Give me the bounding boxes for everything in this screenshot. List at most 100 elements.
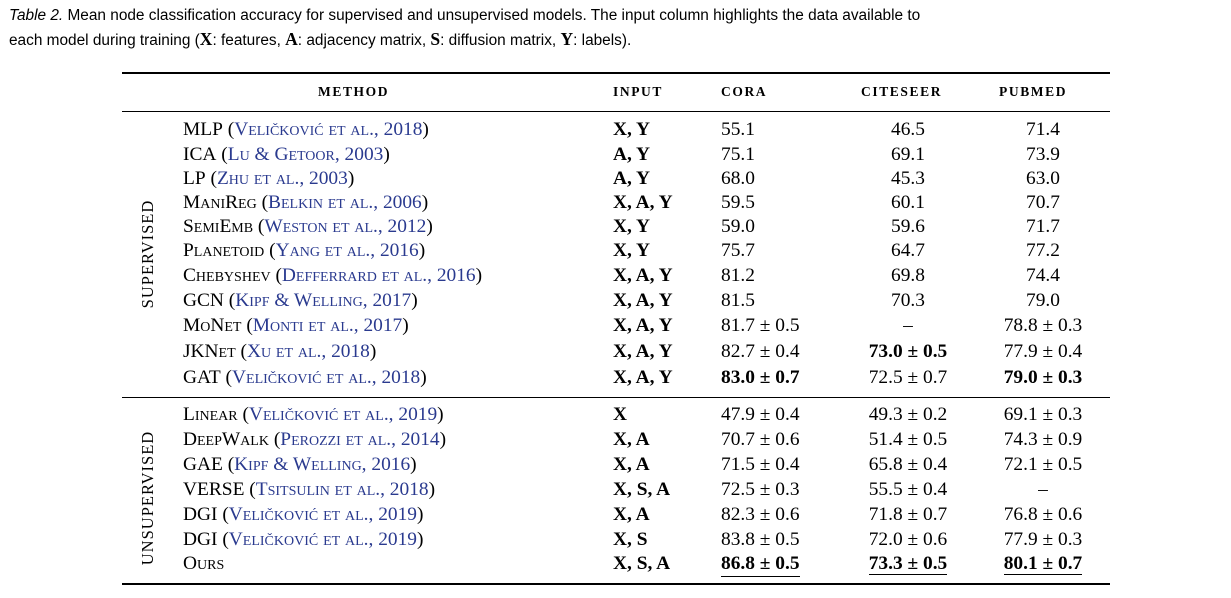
pubmed-cell: 71.7: [1026, 216, 1060, 237]
citeseer-cell: 59.6: [891, 216, 925, 237]
cora-cell-best: 83.0 ± 0.7: [721, 367, 800, 388]
method-cell: DGI (Veličković et al., 2019): [183, 504, 424, 525]
citeseer-cell: 45.3: [891, 168, 925, 189]
cora-cell: 75.7: [721, 240, 755, 261]
caption-text-1: Mean node classification accuracy for su…: [63, 7, 921, 24]
header-pubmed: PUBMED: [999, 84, 1068, 99]
pubmed-cell: 77.2: [1026, 240, 1060, 261]
input-cell: X, A, Y: [613, 367, 673, 388]
table-row: SemiEmb (Weston et al., 2012) X, Y 59.0 …: [0, 214, 1231, 239]
pubmed-cell: –: [1038, 479, 1048, 500]
table-row: GAE (Kipf & Welling, 2016) X, A 71.5 ± 0…: [0, 452, 1231, 477]
header-method: METHOD: [318, 84, 390, 99]
input-cell: X: [613, 404, 628, 425]
method-cell: GCN (Kipf & Welling, 2017): [183, 290, 418, 311]
pubmed-cell: 79.0: [1026, 290, 1060, 311]
pubmed-cell: 74.3 ± 0.9: [1003, 429, 1083, 450]
method-cell: Linear (Veličković et al., 2019): [183, 404, 444, 425]
citation-link[interactable]: Monti et al., 2017: [252, 315, 403, 336]
pubmed-cell-best: 80.1 ± 0.7: [1003, 553, 1083, 575]
table-row: ICA (Lu & Getoor, 2003) A, Y 75.1 69.1 7…: [0, 142, 1231, 167]
table-row: JKNet (Xu et al., 2018) X, A, Y 82.7 ± 0…: [0, 339, 1231, 364]
table-row: Linear (Veličković et al., 2019) X 47.9 …: [0, 402, 1231, 427]
pubmed-cell: 77.9 ± 0.4: [1003, 341, 1083, 362]
cora-cell: 72.5 ± 0.3: [721, 479, 800, 500]
top-rule: [122, 72, 1110, 74]
caption-label: Table 2.: [9, 7, 64, 24]
citation-link[interactable]: Lu & Getoor, 2003: [227, 144, 384, 165]
method-cell: DGI (Veličković et al., 2019): [183, 529, 424, 550]
cora-cell: 47.9 ± 0.4: [721, 404, 800, 425]
citation-link[interactable]: Xu et al., 2018: [246, 341, 370, 362]
caption-key-y: Y: [560, 29, 574, 49]
citeseer-cell: 55.5 ± 0.4: [868, 479, 948, 500]
method-cell: Planetoid (Yang et al., 2016): [183, 240, 426, 261]
citation-link[interactable]: Veličković et al., 2019: [228, 504, 418, 525]
pubmed-cell: 70.7: [1026, 192, 1060, 213]
method-cell: MLP (Veličković et al., 2018): [183, 119, 429, 140]
pubmed-cell: 73.9: [1026, 144, 1060, 165]
input-cell: X, S: [613, 529, 648, 550]
input-cell: X, Y: [613, 240, 650, 261]
table-row: Planetoid (Yang et al., 2016) X, Y 75.7 …: [0, 238, 1231, 263]
table-row: GAT (Veličković et al., 2018) X, A, Y 83…: [0, 365, 1231, 390]
input-cell: X, S, A: [613, 479, 671, 500]
pubmed-cell: 76.8 ± 0.6: [1003, 504, 1083, 525]
method-cell: LP (Zhu et al., 2003): [183, 168, 355, 189]
citation-link[interactable]: Weston et al., 2012: [264, 216, 427, 237]
citeseer-cell: 72.0 ± 0.6: [868, 529, 948, 550]
citation-link[interactable]: Kipf & Welling, 2016: [234, 454, 411, 475]
table-row: DGI (Veličković et al., 2019) X, A 82.3 …: [0, 502, 1231, 527]
cora-cell: 82.7 ± 0.4: [721, 341, 800, 362]
caption-key-a: A: [285, 29, 298, 49]
input-cell: X, A, Y: [613, 265, 673, 286]
citeseer-cell: 46.5: [891, 119, 925, 140]
citation-link[interactable]: Yang et al., 2016: [275, 240, 419, 261]
citeseer-cell: 71.8 ± 0.7: [868, 504, 948, 525]
cora-cell: 83.8 ± 0.5: [721, 529, 800, 550]
citation-link[interactable]: Zhu et al., 2003: [216, 168, 348, 189]
caption-line-1: Table 2. Mean node classification accura…: [0, 2, 1231, 27]
citation-link[interactable]: Veličković et al., 2019: [248, 404, 438, 425]
method-cell: MoNet (Monti et al., 2017): [183, 315, 409, 336]
cora-cell: 75.1: [721, 144, 755, 165]
bottom-rule: [122, 583, 1110, 585]
method-cell: Chebyshev (Defferrard et al., 2016): [183, 265, 483, 286]
cora-cell: 70.7 ± 0.6: [721, 429, 800, 450]
cora-cell: 55.1: [721, 119, 755, 140]
table-row: VERSE (Tsitsulin et al., 2018) X, S, A 7…: [0, 477, 1231, 502]
citation-link[interactable]: Veličković et al., 2018: [234, 119, 423, 140]
citeseer-cell: 51.4 ± 0.5: [868, 429, 948, 450]
caption-text-5: : diffusion matrix,: [440, 32, 561, 49]
input-cell: X, A, Y: [613, 341, 673, 362]
cora-cell: 59.5: [721, 192, 755, 213]
table-row: DeepWalk (Perozzi et al., 2014) X, A 70.…: [0, 427, 1231, 452]
method-cell: DeepWalk (Perozzi et al., 2014): [183, 429, 447, 450]
citeseer-cell-wrap: 73.3 ± 0.5: [822, 551, 994, 576]
table-row: MoNet (Monti et al., 2017) X, A, Y 81.7 …: [0, 313, 1231, 338]
method-cell: ManiReg (Belkin et al., 2006): [183, 192, 429, 213]
citeseer-cell: 64.7: [891, 240, 925, 261]
citation-link[interactable]: Kipf & Welling, 2017: [235, 290, 412, 311]
caption-key-x: X: [199, 29, 213, 49]
cora-cell: 81.7 ± 0.5: [721, 315, 800, 336]
method-cell: GAT (Veličković et al., 2018): [183, 367, 427, 388]
citation-link[interactable]: Veličković et al., 2018: [232, 367, 421, 388]
header-rule: [122, 111, 1110, 112]
citation-link[interactable]: Defferrard et al., 2016: [281, 265, 476, 286]
header-input: INPUT: [613, 84, 664, 99]
citeseer-cell-best: 73.0 ± 0.5: [868, 341, 948, 362]
citation-link[interactable]: Tsitsulin et al., 2018: [255, 479, 429, 500]
table-row: LP (Zhu et al., 2003) A, Y 68.0 45.3 63.…: [0, 166, 1231, 191]
citation-link[interactable]: Perozzi et al., 2014: [280, 429, 440, 450]
table-row: MLP (Veličković et al., 2018) X, Y 55.1 …: [0, 117, 1231, 142]
input-cell: X, A: [613, 454, 650, 475]
input-cell: X, A, Y: [613, 315, 673, 336]
citation-link[interactable]: Belkin et al., 2006: [268, 192, 422, 213]
group-divider-rule: [122, 397, 1110, 398]
input-cell: X, Y: [613, 119, 650, 140]
citeseer-cell: 70.3: [891, 290, 925, 311]
table-row: GCN (Kipf & Welling, 2017) X, A, Y 81.5 …: [0, 288, 1231, 313]
cora-cell: 71.5 ± 0.4: [721, 454, 800, 475]
citation-link[interactable]: Veličković et al., 2019: [228, 529, 418, 550]
